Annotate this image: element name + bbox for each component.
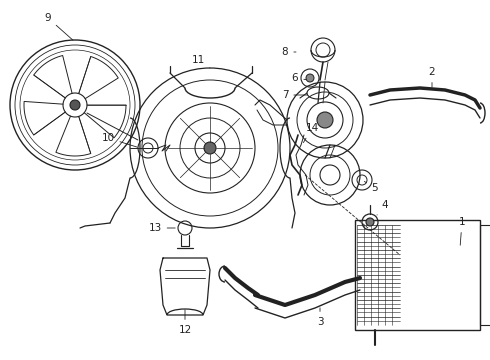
Text: 7: 7	[282, 90, 307, 100]
Text: 12: 12	[178, 310, 192, 335]
Text: 4: 4	[377, 200, 388, 215]
Text: 13: 13	[148, 223, 175, 233]
Text: 8: 8	[282, 47, 296, 57]
Circle shape	[204, 142, 216, 154]
Circle shape	[366, 218, 374, 226]
Text: 1: 1	[459, 217, 466, 245]
Bar	[355, 220, 480, 330]
Text: 10: 10	[101, 133, 137, 147]
Text: 5: 5	[365, 181, 378, 193]
Text: 14: 14	[303, 123, 318, 143]
Text: 11: 11	[192, 55, 210, 68]
Text: 3: 3	[317, 308, 323, 327]
Circle shape	[317, 112, 333, 128]
Text: 2: 2	[429, 67, 435, 87]
Bar	[480, 225, 490, 325]
Circle shape	[70, 100, 80, 110]
Text: 9: 9	[45, 13, 73, 40]
Text: 6: 6	[292, 73, 306, 83]
Circle shape	[306, 74, 314, 82]
